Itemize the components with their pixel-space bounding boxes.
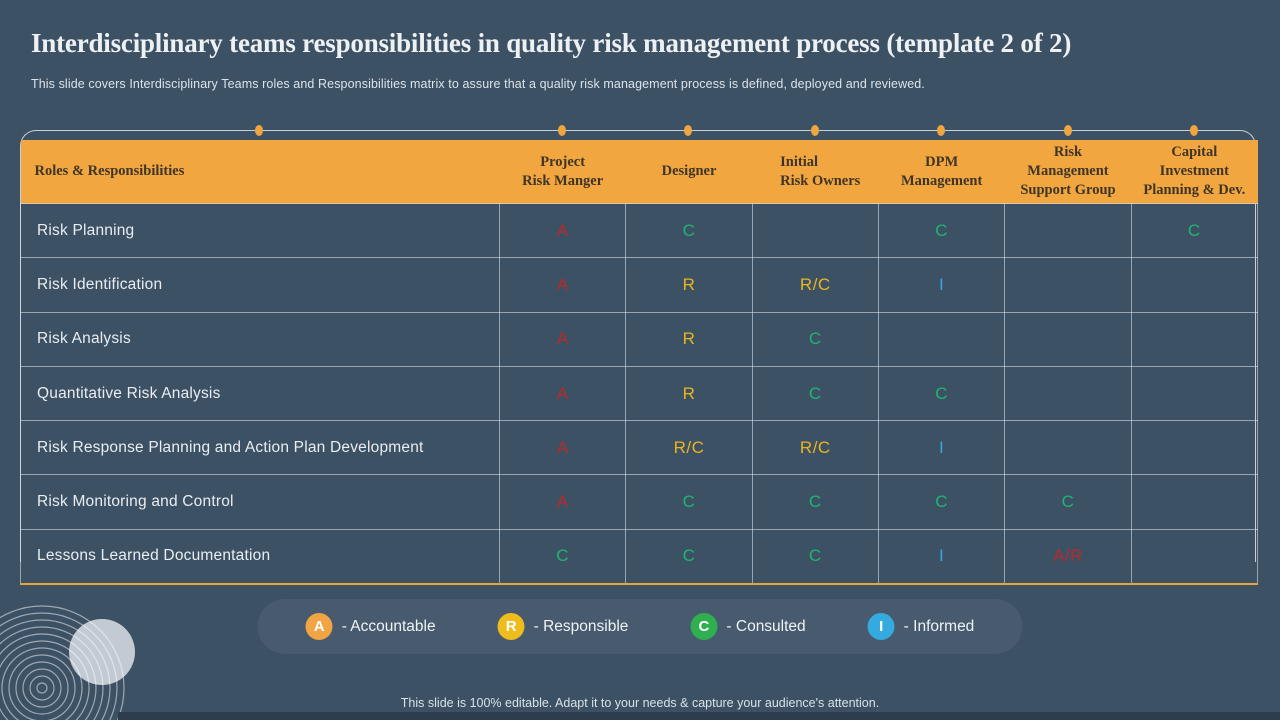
- legend-label: - Informed: [903, 617, 975, 635]
- legend-item: A - Accountable: [305, 613, 436, 640]
- raci-cell: A: [498, 202, 627, 259]
- bottom-accent-bar: [118, 712, 1280, 720]
- orange-dot-marker: [811, 125, 819, 136]
- row-label: Risk Monitoring and Control: [20, 474, 500, 530]
- orange-dot-marker: [1190, 125, 1198, 136]
- raci-cell: [1004, 202, 1132, 259]
- raci-cell: [1004, 257, 1132, 313]
- raci-cell: C: [498, 528, 627, 585]
- raci-cell: [1130, 257, 1259, 313]
- raci-cell: R: [625, 365, 753, 422]
- raci-cell: C: [877, 365, 1006, 422]
- column-header: Roles & Responsibilities: [20, 140, 500, 204]
- raci-cell: R/C: [751, 420, 879, 476]
- raci-cell: [1004, 420, 1132, 476]
- column-header: Designer: [625, 140, 753, 204]
- orange-dot-marker: [255, 125, 263, 136]
- raci-cell: A/R: [1004, 528, 1132, 585]
- column-header: Initial Risk Owners: [752, 140, 879, 204]
- table-row: Risk Planning A C C C: [20, 202, 1259, 259]
- raci-cell: R: [625, 311, 753, 367]
- legend-letter-badge: A: [305, 613, 333, 640]
- raci-cell: A: [498, 474, 627, 530]
- raci-cell: C: [751, 474, 879, 530]
- raci-cell: [1130, 311, 1259, 367]
- table-row: Risk Monitoring and Control A C C C C: [20, 474, 1259, 530]
- raci-cell: [1130, 528, 1259, 585]
- raci-cell: R/C: [751, 257, 879, 313]
- raci-cell: [1004, 365, 1132, 422]
- raci-cell: C: [751, 528, 879, 585]
- raci-cell: [1130, 420, 1259, 476]
- legend-item: C - Consulted: [690, 613, 806, 640]
- raci-cell: C: [625, 474, 753, 530]
- legend-letter-badge: C: [690, 613, 718, 640]
- raci-cell: A: [498, 257, 627, 313]
- legend-letter-badge: R: [497, 613, 525, 640]
- orange-dot-marker: [1064, 125, 1072, 136]
- legend-item: I - Informed: [867, 613, 975, 640]
- page-title: Interdisciplinary teams responsibilities…: [31, 28, 1072, 58]
- raci-cell: C: [625, 202, 753, 259]
- legend-label: - Consulted: [726, 617, 806, 635]
- orange-dot-marker: [937, 125, 945, 136]
- raci-cell: C: [751, 311, 879, 367]
- raci-matrix-table: Roles & Responsibilities Project Risk Man…: [20, 140, 1259, 586]
- legend-item: R - Responsible: [497, 613, 629, 640]
- raci-cell: R/C: [625, 420, 753, 476]
- raci-cell: A: [498, 365, 627, 422]
- raci-cell: C: [625, 528, 753, 585]
- raci-cell: [751, 202, 879, 259]
- table-row: Risk Identification A R R/C I: [20, 257, 1259, 313]
- footer-note: This slide is 100% editable. Adapt it to…: [400, 696, 880, 710]
- legend-letter-badge: I: [867, 613, 895, 640]
- column-header: Capital Investment Planning & Dev.: [1131, 140, 1258, 204]
- raci-cell: I: [877, 420, 1006, 476]
- raci-cell: C: [877, 474, 1006, 530]
- raci-cell: C: [751, 365, 879, 422]
- table-row: Quantitative Risk Analysis A R C C: [20, 365, 1259, 422]
- row-label: Quantitative Risk Analysis: [20, 365, 500, 422]
- raci-cell: A: [498, 420, 627, 476]
- row-label: Risk Identification: [20, 257, 500, 313]
- row-label: Risk Planning: [20, 202, 500, 259]
- decorative-circles: [0, 605, 135, 720]
- table-row: Lessons Learned Documentation C C C I A/R: [20, 528, 1259, 585]
- slide-subtitle: This slide covers Interdisciplinary Team…: [31, 77, 925, 91]
- raci-cell: C: [877, 202, 1006, 259]
- raci-cell: I: [877, 528, 1006, 585]
- column-header: Risk Management Support Group: [1004, 140, 1132, 204]
- row-label: Lessons Learned Documentation: [20, 528, 500, 585]
- raci-cell: R: [625, 257, 753, 313]
- raci-cell: [1004, 311, 1132, 367]
- raci-cell: [1130, 474, 1259, 530]
- orange-dot-marker: [684, 125, 692, 136]
- table-row: Risk Response Planning and Action Plan D…: [20, 420, 1259, 476]
- column-header: DPM Management: [878, 140, 1005, 204]
- raci-cell: [877, 311, 1006, 367]
- raci-cell: A: [498, 311, 627, 367]
- table-header-row: Roles & Responsibilities Project Risk Man…: [20, 140, 1258, 204]
- raci-cell: C: [1004, 474, 1132, 530]
- row-label: Risk Response Planning and Action Plan D…: [20, 420, 500, 476]
- legend-label: - Responsible: [533, 617, 629, 635]
- raci-cell: [1130, 365, 1259, 422]
- legend-label: - Accountable: [341, 617, 436, 635]
- table-row: Risk Analysis A R C: [20, 311, 1259, 367]
- legend-bar: A - Accountable R - Responsible C - Consulted…: [257, 599, 1023, 654]
- column-header: Project Risk Manger: [499, 140, 626, 204]
- row-label: Risk Analysis: [20, 311, 500, 367]
- orange-dot-marker: [558, 125, 566, 136]
- raci-cell: C: [1130, 202, 1259, 259]
- raci-cell: I: [877, 257, 1006, 313]
